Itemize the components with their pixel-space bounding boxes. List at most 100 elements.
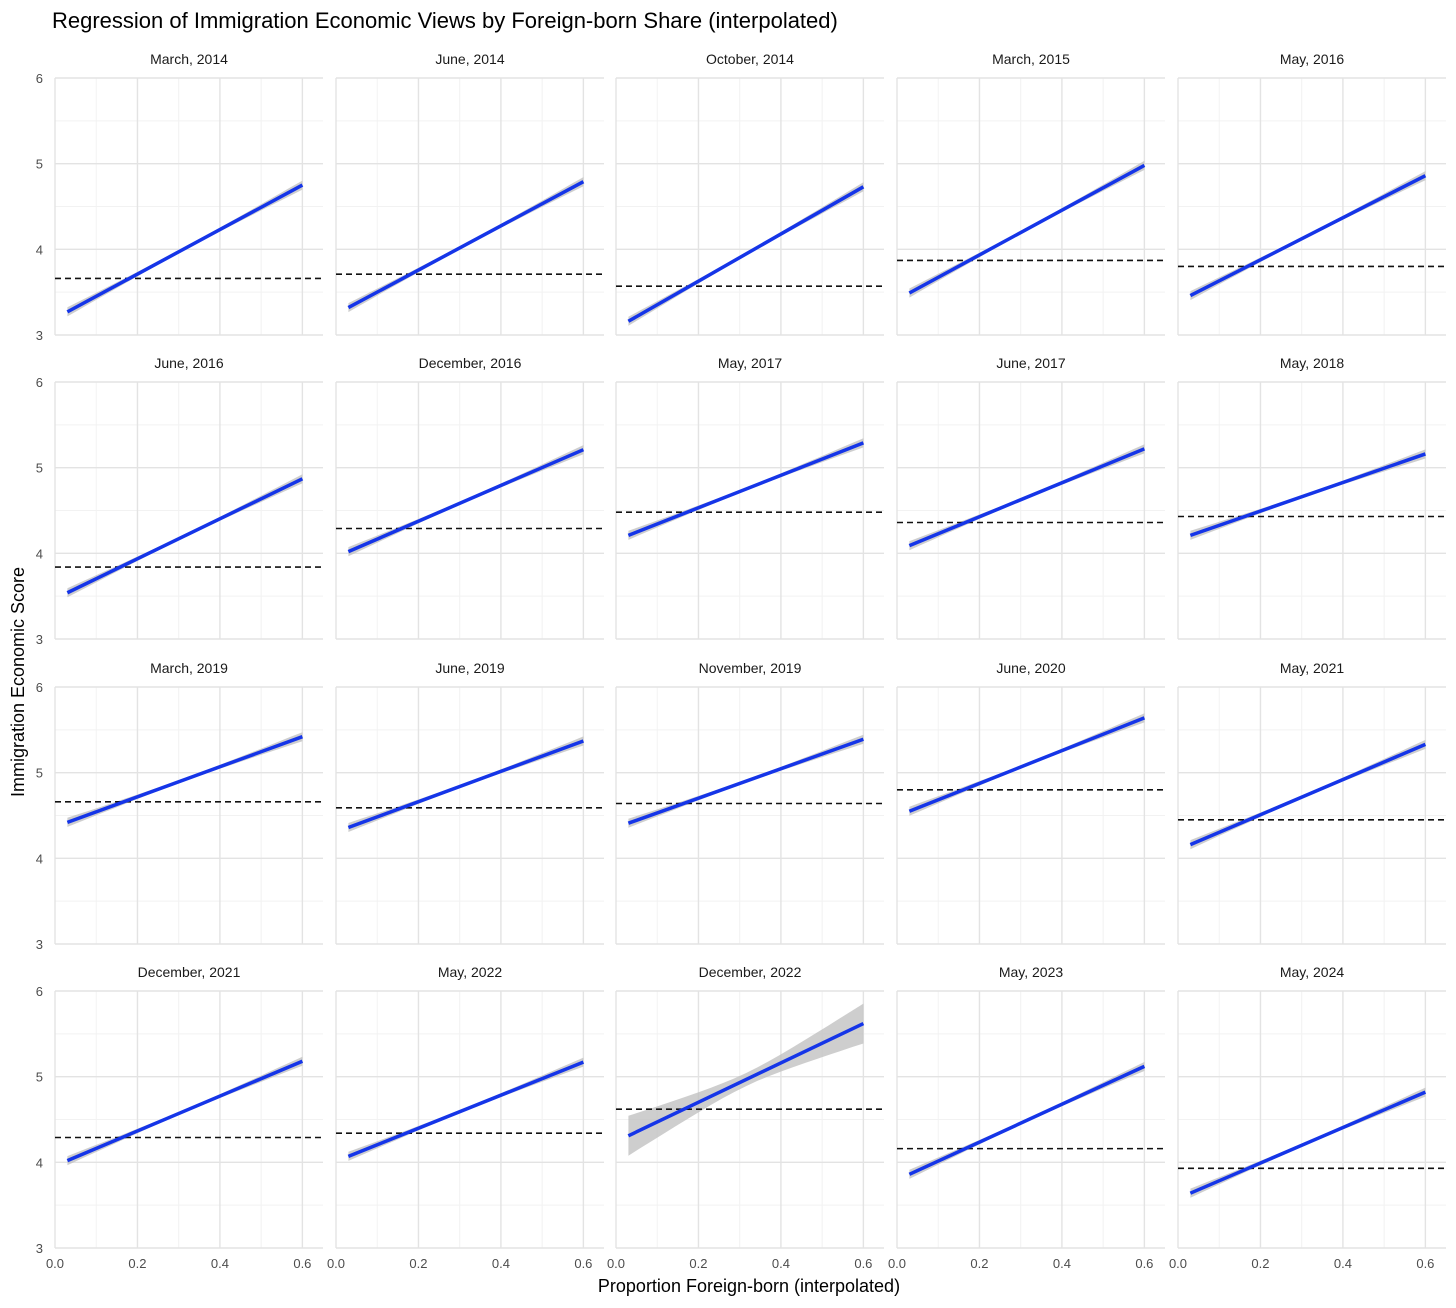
facet-label: May, 2023 [999,964,1064,980]
x-tick-label: 0.0 [607,1256,625,1271]
y-tick-label: 3 [36,632,43,647]
facet-label: May, 2018 [1280,355,1345,371]
regression-line [347,1060,585,1158]
x-tick-label: 0.2 [128,1256,146,1271]
facet-panel: December, 2021 3 4 5 6 0.0 0.2 0.4 0.6 [36,964,323,1271]
facet-label: November, 2019 [699,660,802,676]
facet-panel: May, 2023 0.0 0.2 0.4 0.6 [888,964,1165,1271]
facet-panel: June, 2016 3 4 5 6 [36,355,323,647]
facet-label: May, 2017 [718,355,783,371]
facet-panel: November, 2019 [615,660,884,945]
facet-label: May, 2016 [1280,51,1345,67]
x-tick-label: 0.4 [1334,1256,1352,1271]
facet-label: March, 2014 [150,51,228,67]
x-tick-label: 0.6 [854,1256,872,1271]
x-tick-label: 0.6 [293,1256,311,1271]
facet-panel: May, 2021 [1177,660,1446,945]
x-tick-label: 0.4 [211,1256,229,1271]
facet-label: June, 2019 [435,660,504,676]
facet-panel: June, 2019 [335,660,604,945]
regression-line [1189,452,1426,537]
facet-label: March, 2015 [992,51,1070,67]
y-tick-label: 3 [36,328,43,343]
y-tick-label: 5 [36,1070,43,1085]
regression-line [66,1059,304,1163]
facet-panel: May, 2022 0.0 0.2 0.4 0.6 [327,964,604,1271]
x-tick-label: 0.0 [1169,1256,1187,1271]
facet-panel: March, 2014 3 4 5 6 [36,51,323,343]
y-tick-label: 5 [36,461,43,476]
y-tick-label: 5 [36,766,43,781]
x-tick-label: 0.2 [1251,1256,1269,1271]
facet-panels: March, 2014 3 4 5 6 June, 2014 October, 2014 Ma… [36,51,1446,1271]
regression-line [908,163,1146,295]
x-tick-label: 0.4 [492,1256,510,1271]
x-tick-label: 0.4 [1053,1256,1071,1271]
facet-panel: March, 2019 3 4 5 6 [36,660,323,952]
y-tick-label: 3 [36,937,43,952]
y-tick-label: 4 [36,1155,43,1170]
facet-label: June, 2017 [996,355,1065,371]
facet-panel: May, 2018 [1177,355,1446,640]
y-tick-label: 3 [36,1241,43,1256]
facet-panel: May, 2017 [615,355,884,640]
x-tick-label: 0.0 [888,1256,906,1271]
facet-panel: October, 2014 [615,51,884,336]
facet-label: December, 2016 [419,355,522,371]
y-tick-label: 4 [36,242,43,257]
x-tick-label: 0.2 [409,1256,427,1271]
x-axis-title: Proportion Foreign-born (interpolated) [598,1276,900,1296]
facet-panel: December, 2016 [335,355,604,640]
regression-line [627,441,865,537]
y-tick-label: 6 [36,71,43,86]
facet-panel: March, 2015 [896,51,1165,336]
facet-label: May, 2022 [438,964,503,980]
regression-line [347,180,585,310]
facet-label: March, 2019 [150,660,228,676]
y-tick-label: 6 [36,680,43,695]
facet-label: October, 2014 [706,51,794,67]
facet-panel: May, 2016 [1177,51,1446,336]
regression-line [908,447,1146,548]
facet-label: May, 2024 [1280,964,1345,980]
facet-panel: June, 2017 [896,355,1165,640]
facet-panel: December, 2022 0.0 0.2 0.4 0.6 [607,964,884,1271]
facet-panel: June, 2020 [896,660,1165,945]
y-tick-label: 6 [36,375,43,390]
facet-label: December, 2022 [699,964,802,980]
regression-line [66,735,303,824]
regression-line [1189,742,1427,847]
x-tick-label: 0.6 [1135,1256,1153,1271]
x-tick-label: 0.6 [1416,1256,1434,1271]
facet-label: May, 2021 [1280,660,1345,676]
y-axis-title: Immigration Economic Score [8,567,28,797]
regression-line [1189,1090,1427,1195]
regression-line [908,1064,1146,1176]
x-tick-label: 0.0 [327,1256,345,1271]
x-tick-label: 0.2 [970,1256,988,1271]
regression-line [1189,174,1427,298]
chart-title: Regression of Immigration Economic Views… [52,8,838,33]
x-tick-label: 0.2 [689,1256,707,1271]
regression-line [627,1021,865,1138]
y-tick-label: 4 [36,546,43,561]
x-tick-label: 0.6 [574,1256,592,1271]
facet-label: June, 2016 [154,355,223,371]
x-tick-label: 0.0 [46,1256,64,1271]
regression-line [627,737,864,825]
regression-line [66,183,304,314]
facet-panel: May, 2024 0.0 0.2 0.4 0.6 [1169,964,1446,1271]
facet-label: June, 2014 [435,51,504,67]
regression-line [347,448,585,554]
regression-line [347,739,584,830]
regression-line [627,185,865,323]
regression-line [908,716,1146,813]
regression-line [66,477,304,595]
y-tick-label: 4 [36,851,43,866]
facet-panel: June, 2014 [335,51,604,336]
facet-label: December, 2021 [138,964,241,980]
facet-label: June, 2020 [996,660,1065,676]
y-tick-label: 5 [36,157,43,172]
y-tick-label: 6 [36,984,43,999]
